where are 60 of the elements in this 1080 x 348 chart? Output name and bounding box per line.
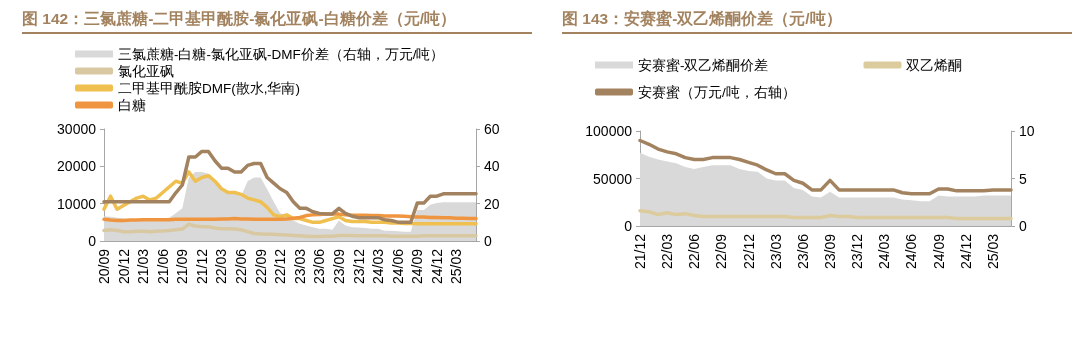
x-tick-label: 23/12 — [350, 248, 367, 285]
x-tick-label: 22/09 — [252, 248, 269, 285]
x-tick-label: 24/03 — [876, 233, 893, 270]
line-series — [638, 138, 1013, 196]
legend-label: 安赛蜜-双乙烯酮价差 — [638, 57, 769, 73]
x-tick-label: 23/12 — [849, 233, 866, 270]
legend-label: 白糖 — [118, 97, 146, 113]
line-series — [638, 209, 1013, 221]
x-tick-label: 20/12 — [115, 248, 132, 285]
chart-title: 图 143：安赛蜜-双乙烯酮价差（元/吨） — [562, 6, 1072, 34]
line-series — [102, 149, 478, 225]
y-tick-label: 20000 — [57, 158, 97, 175]
legend-label: 氯化亚砜 — [118, 63, 174, 79]
x-tick-label: 24/09 — [409, 248, 426, 285]
y2-tick-label: 0 — [1019, 218, 1027, 234]
y2-tick-label: 60 — [484, 121, 500, 137]
x-tick-label: 22/06 — [686, 233, 703, 270]
y2-tick-label: 10 — [1019, 123, 1035, 139]
x-tick-label: 23/09 — [330, 248, 347, 285]
x-tick-label: 23/09 — [822, 233, 839, 270]
x-tick-label: 22/03 — [213, 248, 230, 285]
x-tick-label: 24/06 — [389, 248, 406, 285]
x-tick-label: 23/06 — [794, 233, 811, 270]
y-tick-label: 100000 — [585, 123, 633, 139]
x-tick-label: 24/12 — [428, 248, 445, 285]
x-tick-label: 23/03 — [291, 248, 308, 285]
y-tick-label: 50000 — [593, 170, 633, 187]
y-tick-label: 0 — [624, 218, 633, 234]
legend-label: 三氯蔗糖-白糖-氯化亚砜-DMF价差（右轴，万元/吨） — [118, 46, 445, 62]
x-tick-label: 21/06 — [154, 248, 171, 285]
legend-label: 双乙烯酮 — [906, 57, 963, 73]
x-tick-label: 21/03 — [135, 248, 152, 285]
x-tick-label: 22/06 — [233, 248, 250, 285]
y2-tick-label: 0 — [484, 233, 492, 249]
y2-tick-label: 40 — [484, 158, 500, 175]
x-tick-label: 21/09 — [174, 248, 191, 285]
x-tick-label: 21/12 — [193, 248, 210, 285]
x-tick-label: 25/03 — [448, 248, 465, 285]
y-tick-label: 30000 — [57, 121, 97, 137]
legend-label: 安赛蜜（万元/吨，右轴） — [638, 84, 796, 100]
x-tick-label: 24/12 — [957, 233, 974, 270]
legend-label: 二甲基甲酰胺DMF(散水,华南) — [118, 80, 300, 96]
x-tick-label: 24/06 — [903, 233, 920, 270]
chart-title: 图 142：三氯蔗糖-二甲基甲酰胺-氯化亚砜-白糖价差（元/吨） — [22, 6, 532, 34]
x-tick-label: 22/03 — [659, 233, 676, 270]
y2-tick-label: 5 — [1019, 170, 1027, 187]
x-tick-label: 20/09 — [96, 248, 112, 285]
x-tick-label: 22/12 — [272, 248, 289, 285]
y-tick-label: 0 — [88, 233, 97, 249]
x-tick-label: 24/09 — [930, 233, 947, 270]
y-tick-label: 10000 — [57, 195, 97, 212]
x-tick-label: 23/06 — [311, 248, 328, 285]
x-tick-label: 22/09 — [713, 233, 730, 270]
x-tick-label: 25/03 — [984, 233, 1001, 270]
x-tick-label: 24/03 — [370, 248, 387, 285]
x-tick-label: 21/12 — [632, 233, 648, 270]
line-series — [102, 212, 478, 223]
x-tick-label: 23/03 — [767, 233, 784, 270]
y2-tick-label: 20 — [484, 195, 500, 212]
x-tick-label: 22/12 — [740, 233, 757, 270]
